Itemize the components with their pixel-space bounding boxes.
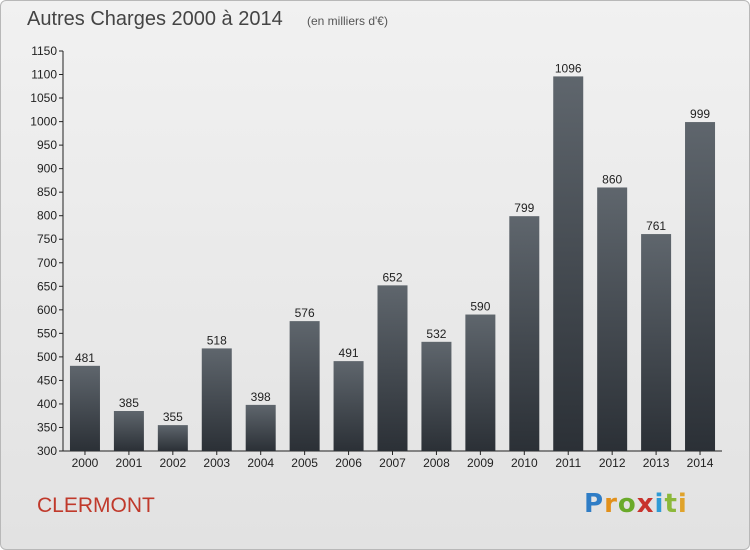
y-tick-label: 900 <box>37 162 57 176</box>
bar-value-label: 532 <box>426 327 446 341</box>
x-tick-label: 2007 <box>379 456 406 470</box>
bar-value-label: 491 <box>339 346 359 360</box>
x-tick-label: 2011 <box>555 456 581 470</box>
y-tick-label: 600 <box>37 303 57 317</box>
chart-title: Autres Charges 2000 à 2014 <box>27 8 283 30</box>
bar-value-label: 576 <box>295 306 315 320</box>
y-tick-label: 650 <box>37 279 57 293</box>
bar-value-label: 398 <box>251 390 271 404</box>
bar-2014 <box>685 122 716 451</box>
bar-value-label: 860 <box>602 172 622 186</box>
y-tick-label: 850 <box>37 185 57 199</box>
x-tick-label: 2012 <box>599 456 626 470</box>
x-tick-label: 2010 <box>511 456 538 470</box>
bar-value-label: 481 <box>75 351 95 365</box>
bar-2005 <box>289 321 320 451</box>
bar-2007 <box>377 285 408 451</box>
x-tick-label: 2000 <box>72 456 99 470</box>
bar-2001 <box>113 411 144 451</box>
bar-value-label: 761 <box>646 219 666 233</box>
commune-name: CLERMONT <box>37 494 155 517</box>
x-tick-label: 2009 <box>467 456 494 470</box>
x-tick-label: 2005 <box>291 456 318 470</box>
bar-value-label: 1096 <box>555 61 582 75</box>
bar-2008 <box>421 341 452 451</box>
x-tick-label: 2008 <box>423 456 450 470</box>
x-tick-label: 2006 <box>335 456 362 470</box>
brand-logo: Proxiti <box>584 489 688 519</box>
bar-2006 <box>333 361 364 451</box>
y-tick-label: 550 <box>37 326 57 340</box>
bar-value-label: 385 <box>119 396 139 410</box>
y-tick-label: 400 <box>37 397 57 411</box>
y-tick-label: 950 <box>37 138 57 152</box>
y-tick-label: 750 <box>37 232 57 246</box>
bar-value-label: 652 <box>382 270 402 284</box>
bar-2011 <box>553 76 584 451</box>
y-tick-label: 300 <box>37 444 57 458</box>
x-tick-label: 2003 <box>203 456 230 470</box>
y-tick-label: 700 <box>37 256 57 270</box>
y-tick-label: 500 <box>37 350 57 364</box>
chart-subtitle: (en milliers d'€) <box>307 14 388 28</box>
bar-2012 <box>597 187 628 451</box>
y-tick-label: 1150 <box>31 44 57 58</box>
x-tick-label: 2014 <box>687 456 714 470</box>
y-tick-label: 350 <box>37 420 57 434</box>
x-tick-label: 2002 <box>159 456 186 470</box>
y-tick-label: 1050 <box>30 91 57 105</box>
y-tick-label: 1000 <box>30 115 57 129</box>
x-tick-label: 2013 <box>643 456 670 470</box>
bar-2000 <box>69 365 100 451</box>
bar-2009 <box>465 314 496 451</box>
bar-2004 <box>245 404 276 451</box>
y-tick-label: 450 <box>37 373 57 387</box>
bar-2013 <box>641 234 672 451</box>
y-tick-label: 800 <box>37 209 57 223</box>
x-tick-label: 2004 <box>247 456 274 470</box>
y-tick-label: 1100 <box>31 68 57 82</box>
bar-value-label: 999 <box>690 107 710 121</box>
bar-2003 <box>201 348 232 451</box>
bar-value-label: 590 <box>470 300 490 314</box>
bar-value-label: 799 <box>514 201 534 215</box>
bar-2002 <box>157 425 188 451</box>
bar-value-label: 518 <box>207 333 227 347</box>
bar-2010 <box>509 216 540 451</box>
bar-value-label: 355 <box>163 410 183 424</box>
x-tick-label: 2001 <box>116 456 143 470</box>
